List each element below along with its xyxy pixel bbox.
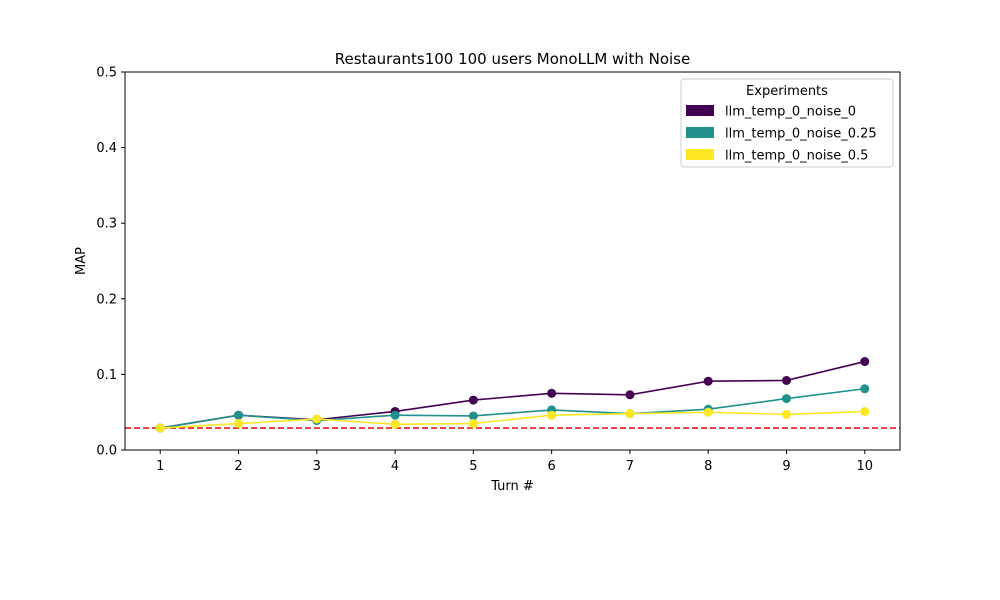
data-point (625, 390, 635, 400)
x-tick-label: 3 (313, 459, 321, 474)
y-tick-label: 0.0 (96, 444, 117, 459)
legend-swatch (686, 105, 714, 116)
x-tick-label: 6 (548, 459, 556, 474)
x-axis: 1 2 3 4 5 6 7 8 9 10 (156, 450, 873, 474)
data-point (468, 419, 478, 429)
data-point (781, 375, 791, 385)
x-tick-label: 2 (234, 459, 242, 474)
x-tick-label: 8 (704, 459, 712, 474)
legend: Experiments llm_temp_0_noise_0llm_temp_0… (680, 78, 894, 168)
series-layer (155, 357, 870, 433)
data-point (468, 411, 478, 421)
x-axis-label: Turn # (490, 479, 534, 494)
x-tick-label: 7 (626, 459, 634, 474)
data-point (860, 406, 870, 416)
data-point (860, 384, 870, 394)
x-tick-label: 1 (156, 459, 164, 474)
legend-title: Experiments (746, 84, 828, 99)
data-point (312, 414, 322, 424)
data-point (155, 423, 165, 433)
y-axis-label: MAP (74, 247, 89, 275)
legend-label: llm_temp_0_noise_0 (725, 105, 856, 120)
y-tick-label: 0.3 (96, 217, 117, 232)
series-line (160, 360, 865, 429)
series-line (160, 387, 865, 429)
y-tick-label: 0.5 (96, 66, 117, 81)
y-tick-label: 0.4 (96, 141, 117, 156)
data-point (234, 419, 244, 429)
data-point (468, 395, 478, 405)
data-point (703, 376, 713, 386)
data-point (390, 419, 400, 429)
x-tick-label: 4 (391, 459, 399, 474)
data-point (781, 409, 791, 419)
data-point (860, 357, 870, 367)
legend-box (680, 78, 894, 168)
data-point (547, 388, 557, 398)
data-point (781, 394, 791, 404)
legend-label: llm_temp_0_noise_0.25 (725, 127, 877, 142)
plot-frame (124, 71, 901, 451)
y-tick-label: 0.1 (96, 368, 117, 383)
y-axis: 0.0 0.1 0.2 0.3 0.4 0.5 (96, 66, 125, 459)
y-tick-label: 0.2 (96, 292, 117, 307)
data-point (547, 410, 557, 420)
series-line (160, 410, 865, 429)
data-point (390, 410, 400, 420)
legend-swatch (686, 127, 714, 138)
x-tick-label: 9 (782, 459, 790, 474)
data-point (625, 409, 635, 419)
data-point (703, 407, 713, 417)
chart-title: Restaurants100 100 users MonoLLM with No… (335, 50, 690, 68)
data-point (234, 410, 244, 420)
x-tick-label: 10 (856, 459, 873, 474)
legend-swatch (686, 149, 714, 160)
legend-label: llm_temp_0_noise_0.5 (725, 149, 868, 164)
legend-items: llm_temp_0_noise_0 llm_temp_0_noise_0.25l… (686, 105, 877, 164)
x-tick-label: 5 (469, 459, 477, 474)
